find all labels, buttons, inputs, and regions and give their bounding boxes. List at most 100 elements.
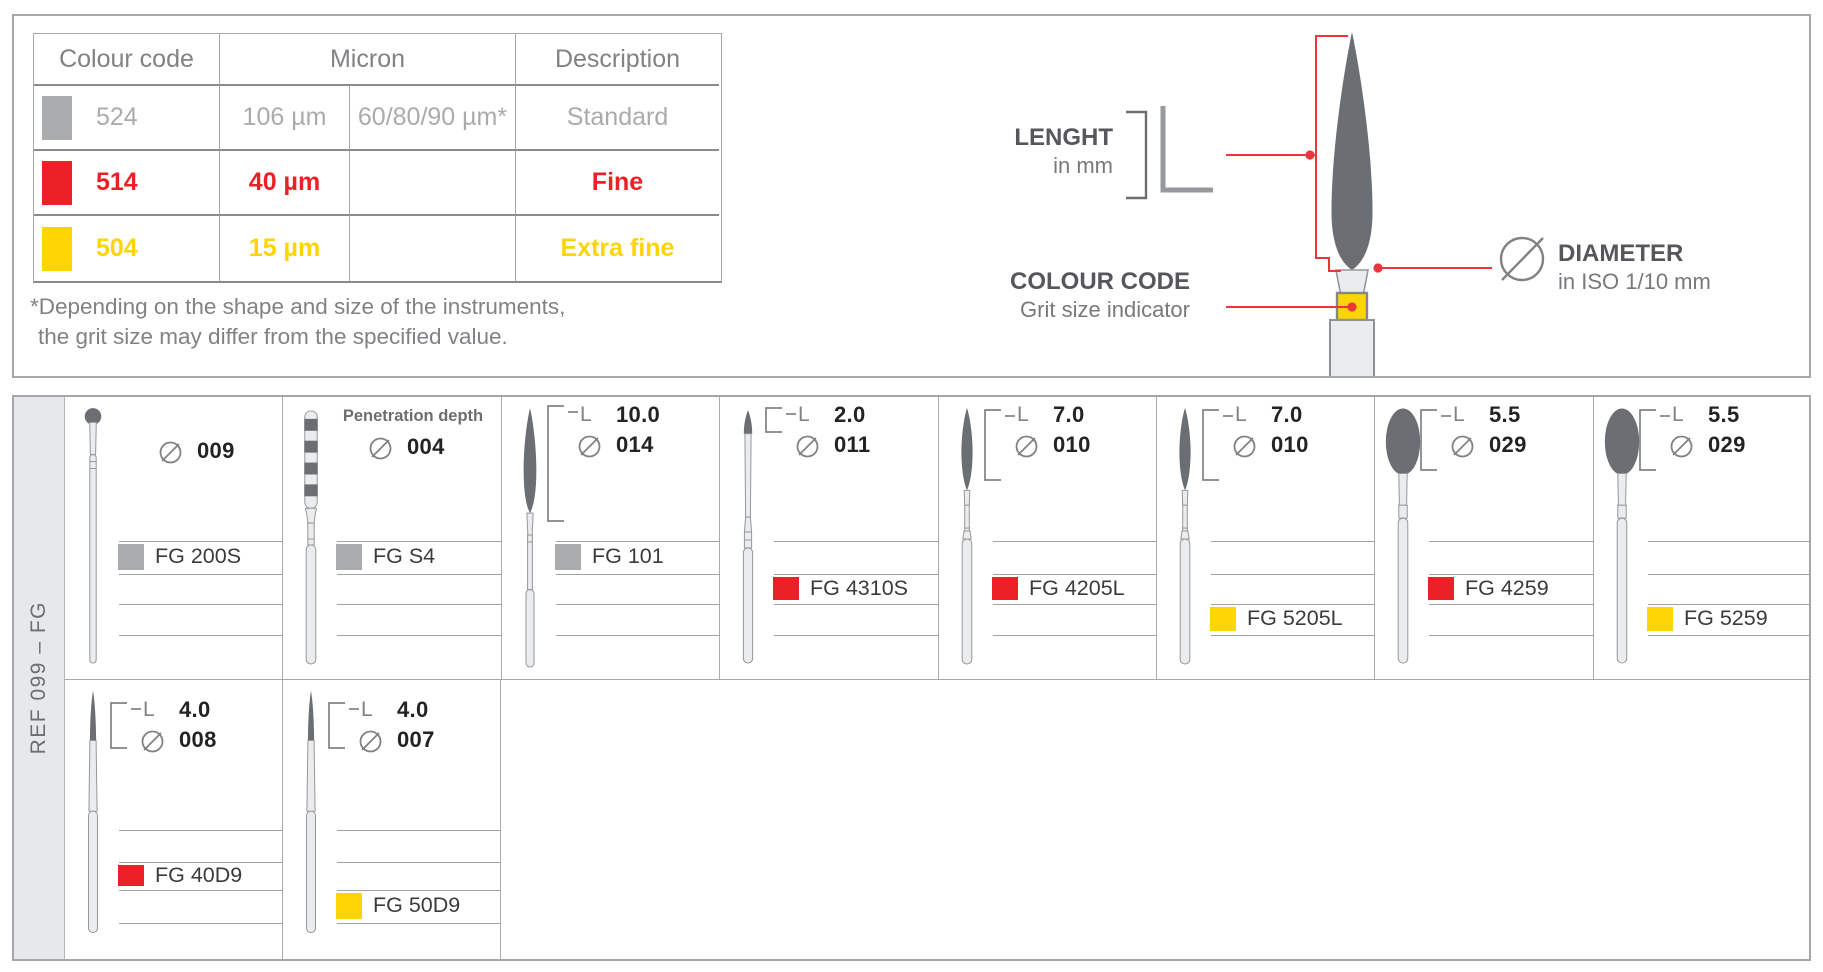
diameter-value: 004 <box>407 434 445 459</box>
ref-sidebar: REF 099 – FG <box>14 397 65 959</box>
legend-micron-504: 15 µm <box>220 216 350 281</box>
cell-rule-line <box>1211 635 1375 636</box>
length-symbol: L <box>798 403 810 426</box>
diameter-value: 014 <box>616 432 654 457</box>
cell-rule-line <box>337 923 501 924</box>
diameter-legend: DIAMETER in ISO 1/10 mm <box>1558 240 1818 296</box>
cell-rule-line <box>119 574 283 575</box>
cell-rule-line <box>119 862 283 863</box>
cell-rule-line <box>1429 574 1594 575</box>
cell-rule-line <box>119 604 283 605</box>
product-cell: Penetration depth 004 FG S4 <box>283 397 502 679</box>
length-bracket-icon <box>765 407 796 433</box>
diameter-symbol-icon <box>369 437 392 460</box>
grit-color-chip <box>1428 577 1454 600</box>
bur-illustration-long-flame <box>523 407 537 668</box>
cell-rule-line <box>337 862 501 863</box>
yellow-color-chip <box>42 226 72 271</box>
grit-color-chip <box>992 577 1018 600</box>
length-bracket-icon <box>984 409 1015 481</box>
bur-illustration-flame <box>1179 407 1191 665</box>
legend-micron-alt-524: 60/80/90 µm* <box>350 86 516 151</box>
diameter-value: 029 <box>1489 432 1527 457</box>
cell-rule-line <box>774 604 939 605</box>
ref-label: REF 099 – FG <box>27 601 50 755</box>
length-value: 5.5 <box>1708 402 1740 427</box>
diameter-symbol-icon <box>159 441 182 464</box>
diameter-value: 007 <box>397 727 435 752</box>
cell-rule-line <box>119 923 283 924</box>
diameter-value: 009 <box>197 438 235 463</box>
diameter-symbol-icon <box>1670 435 1693 458</box>
length-bracket-icon <box>1639 409 1670 471</box>
cell-rule-line <box>556 574 720 575</box>
cell-rule-line <box>774 574 939 575</box>
length-symbol: L <box>580 403 592 426</box>
cell-rule-line <box>337 574 502 575</box>
cell-rule-line <box>337 541 502 542</box>
col-header-colour-code: Colour code <box>34 34 220 86</box>
product-code: FG 4205L <box>1029 575 1125 600</box>
bur-illustration-flame <box>961 407 973 665</box>
length-value: 5.5 <box>1489 402 1521 427</box>
grit-color-chip <box>1647 607 1673 631</box>
diameter-value: 010 <box>1271 432 1309 457</box>
diameter-value: 008 <box>179 727 217 752</box>
product-code: FG 50D9 <box>373 893 461 917</box>
cell-rule-line <box>119 635 283 636</box>
product-code: FG 5259 <box>1684 606 1768 630</box>
bur-illustration-needle <box>306 690 316 934</box>
product-cell: L 5.5 029 FG 4259 <box>1375 397 1594 679</box>
grit-color-chip <box>336 893 362 919</box>
length-bracket-icon <box>110 702 141 749</box>
bur-illustration-egg <box>1604 408 1640 664</box>
product-code: FG 101 <box>592 544 664 568</box>
bur-illustration-needle <box>88 690 98 934</box>
cell-rule-line <box>1648 635 1809 636</box>
bur-illustration-cone-tip <box>742 409 754 664</box>
legend-code-504: 504 <box>34 216 220 281</box>
cell-rule-line <box>556 604 720 605</box>
grit-color-chip <box>1210 607 1236 631</box>
grit-color-chip <box>118 865 144 886</box>
colour-code-legend-sub: Grit size indicator <box>1020 297 1190 322</box>
cell-rule-line <box>1429 541 1594 542</box>
length-value: 4.0 <box>179 697 211 722</box>
diameter-symbol-icon <box>359 730 382 753</box>
legend-micron-514: 40 µm <box>220 151 350 216</box>
product-cell: 009 FG 200S <box>65 397 283 679</box>
cell-rule-line <box>993 635 1157 636</box>
product-code: FG 200S <box>155 544 242 568</box>
diameter-symbol-icon <box>796 435 819 458</box>
product-cell: L 7.0 010 FG 5205L <box>1157 397 1375 679</box>
cell-rule-line <box>1429 635 1594 636</box>
length-symbol: L <box>361 698 373 721</box>
colour-code-legend-title: COLOUR CODE <box>1010 268 1190 295</box>
legend-desc-fine: Fine <box>516 151 719 216</box>
cell-rule-line <box>337 635 502 636</box>
bur-illustration-round <box>84 408 102 664</box>
cell-rule-line <box>1648 574 1809 575</box>
product-cell: L 5.5 029 FG 5259 <box>1594 397 1809 679</box>
bur-illustration-depth-marked <box>304 410 318 665</box>
cell-rule-line <box>1648 541 1809 542</box>
diameter-symbol-icon <box>1015 435 1038 458</box>
colour-code-legend: COLOUR CODE Grit size indicator <box>930 268 1190 324</box>
cell-rule-line <box>556 635 720 636</box>
length-symbol: L <box>1235 403 1247 426</box>
length-value: 10.0 <box>616 402 661 427</box>
cell-rule-line <box>556 541 720 542</box>
bur-diagram-illustration <box>1329 32 1375 376</box>
cell-rule-line <box>119 830 283 831</box>
length-bracket-icon <box>1420 409 1451 471</box>
cell-rule-line <box>993 604 1157 605</box>
footnote-line: the grit size may differ from the specif… <box>38 324 508 349</box>
legend-micron-524: 106 µm <box>220 86 350 151</box>
length-symbol: L <box>1453 403 1465 426</box>
product-cell: L 4.0 007 FG 50D9 <box>283 680 501 959</box>
length-value: 4.0 <box>397 697 429 722</box>
legend-desc-standard: Standard <box>516 86 719 151</box>
cell-rule-line <box>774 541 939 542</box>
col-header-micron: Micron <box>220 34 516 86</box>
